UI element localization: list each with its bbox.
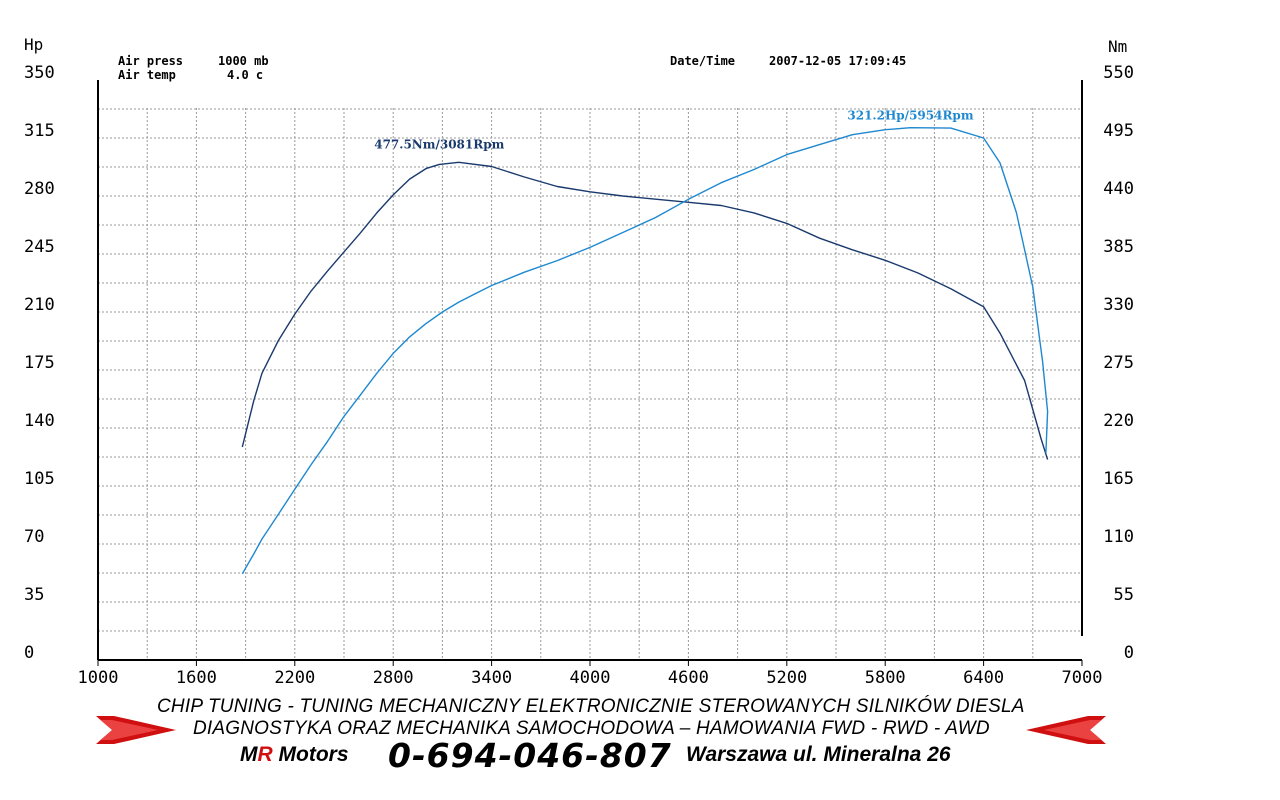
x-tick-label: 5200	[766, 668, 807, 688]
left-tick-label: 315	[24, 121, 55, 141]
right-tick-label: 550	[1103, 63, 1134, 83]
left-tick-label: 350	[24, 63, 55, 83]
x-tick-label: 4600	[668, 668, 709, 688]
left-tick-label: 70	[24, 527, 44, 547]
left-tick-label: 140	[24, 411, 55, 431]
x-tick-label: 2800	[373, 668, 414, 688]
brand-r: R	[257, 743, 273, 766]
phone-number: 0-694-046-807	[388, 736, 672, 775]
left-tick-label: 105	[24, 469, 55, 489]
left-tick-label: 245	[24, 237, 55, 257]
left-axis-unit: Hp	[24, 35, 43, 54]
right-tick-label: 495	[1103, 121, 1134, 141]
x-tick-label: 4000	[570, 668, 611, 688]
brand-m: M	[240, 743, 258, 766]
right-tick-label: 330	[1103, 295, 1134, 315]
air-press-value: 1000 mb	[218, 54, 269, 68]
x-tick-label: 2200	[274, 668, 315, 688]
right-tick-label: 275	[1103, 353, 1134, 373]
right-tick-label: 110	[1103, 527, 1134, 547]
right-tick-label: 55	[1114, 585, 1134, 605]
chart-grid	[98, 108, 1082, 660]
chart-series	[241, 127, 1049, 575]
air-temp-label: Air temp	[118, 68, 176, 82]
left-tick-label: 280	[24, 179, 55, 199]
left-tick-label: 210	[24, 295, 55, 315]
right-tick-label: 440	[1103, 179, 1134, 199]
left-tick-label: 35	[24, 585, 44, 605]
x-tick-label: 7000	[1062, 668, 1103, 688]
x-tick-label: 6400	[963, 668, 1004, 688]
annotation-torque: 477.5Nm/3081Rpm	[374, 137, 504, 151]
x-tick-label: 3400	[471, 668, 512, 688]
right-tick-label: 220	[1103, 411, 1134, 431]
brand-rest: Motors	[272, 743, 349, 766]
left-tick-label: 0	[24, 643, 34, 663]
address: Warszawa ul. Mineralna 26	[686, 743, 951, 766]
footer-banner: CHIP TUNING - TUNING MECHANICZNY ELEKTRO…	[0, 690, 1280, 800]
dyno-chart: 1000 1600 2200 2800 3400 4000 4600 5200 5800 6400…	[24, 35, 1134, 688]
right-tick-label: 0	[1124, 643, 1134, 663]
datetime-label: Date/Time	[670, 54, 735, 68]
datetime-value: 2007-12-05 17:09:45	[769, 54, 906, 68]
left-tick-label: 175	[24, 353, 55, 373]
chart-annotations: 477.5Nm/3081Rpm 321.2Hp/5954Rpm	[374, 109, 974, 152]
right-tick-label: 385	[1103, 237, 1134, 257]
annotation-power: 321.2Hp/5954Rpm	[847, 109, 973, 123]
x-tick-label: 1600	[176, 668, 217, 688]
right-arrow-icon	[1026, 716, 1106, 744]
series-power-line	[241, 127, 1049, 575]
brand-name: MR Motors	[240, 743, 349, 767]
right-axis-unit: Nm	[1108, 37, 1127, 56]
left-arrow-icon	[96, 716, 176, 744]
x-tick-label: 5800	[865, 668, 906, 688]
series-torque-line	[241, 161, 1049, 460]
footer-services-line: CHIP TUNING - TUNING MECHANICZNY ELEKTRO…	[157, 696, 1025, 717]
air-temp-value: 4.0 c	[227, 68, 263, 82]
chart-ticks: 1000 1600 2200 2800 3400 4000 4600 5200 5800 6400…	[24, 63, 1134, 688]
right-tick-label: 165	[1103, 469, 1134, 489]
footer-diagnostics-line: DIAGNOSTYKA ORAZ MECHANIKA SAMOCHODOWA –…	[193, 718, 990, 739]
x-tick-label: 1000	[78, 668, 119, 688]
air-press-label: Air press	[118, 54, 183, 68]
